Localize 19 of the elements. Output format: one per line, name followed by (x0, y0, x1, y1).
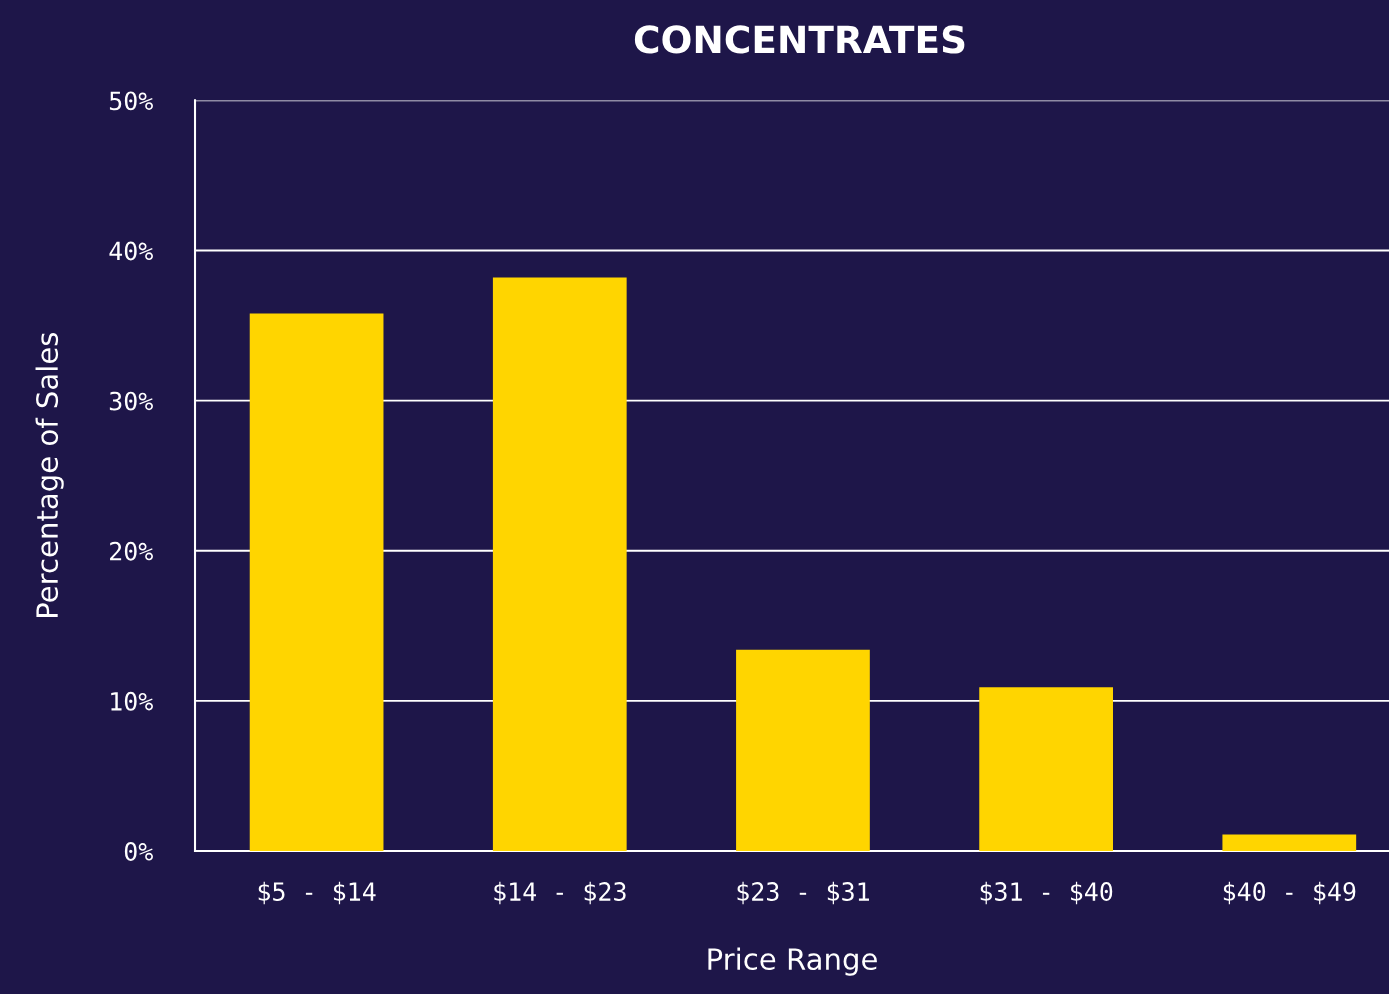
x-tick-label: $14 - $23 (494, 881, 626, 905)
bar (249, 313, 384, 851)
x-tick-label: $23 - $31 (737, 881, 869, 905)
y-tick-label: 50% (109, 91, 153, 111)
x-tick-label: $40 - $49 (1223, 881, 1356, 905)
bar (736, 649, 870, 851)
chart-title: CONCENTRATES (634, 25, 965, 54)
y-tick-label: 20% (110, 541, 153, 561)
bar (492, 277, 627, 851)
bar (979, 687, 1113, 851)
x-tick-label: $5 - $14 (258, 881, 376, 905)
y-tick-label: 40% (109, 241, 153, 261)
y-axis-title: Percentage of Sales (35, 332, 64, 617)
bar (1222, 834, 1357, 851)
x-axis-title: Price Range (708, 947, 877, 976)
y-tick-label: 30% (109, 391, 153, 411)
y-tick-label: 10% (111, 691, 153, 711)
x-tick-label: $31 - $40 (980, 881, 1113, 905)
y-tick-label: 0% (124, 841, 153, 861)
